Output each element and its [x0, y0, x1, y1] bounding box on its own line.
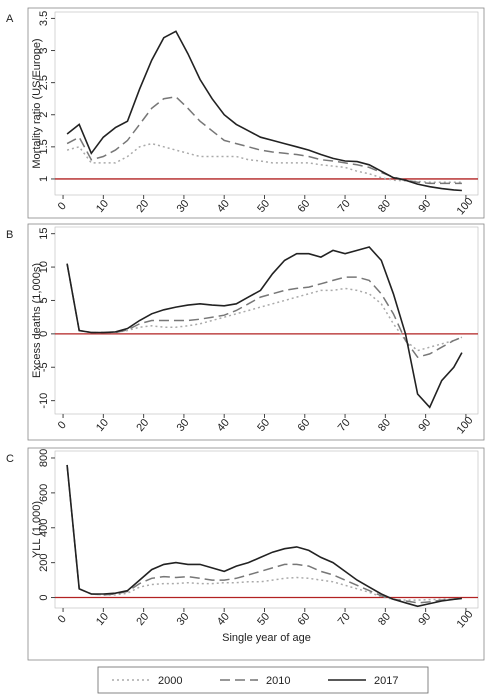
x-tick-label: 50: [255, 417, 272, 434]
y-tick-label: 600: [38, 484, 50, 502]
series-line: [66, 464, 462, 604]
series-line: [66, 246, 463, 409]
x-tick-label: 10: [94, 198, 111, 215]
x-tick-label: 10: [94, 417, 111, 434]
x-tick-label: 30: [175, 611, 192, 628]
x-tick-label: 70: [336, 611, 353, 628]
panel-label: C: [6, 453, 14, 465]
y-tick-label: 200: [38, 553, 50, 571]
x-tick-label: 60: [295, 611, 312, 628]
legend-label: 2017: [374, 675, 398, 687]
y-axis-title: YLL (1,000): [31, 501, 43, 558]
series-line: [66, 142, 462, 183]
y-tick-label: 2: [38, 112, 50, 118]
x-tick-label: 20: [134, 198, 151, 215]
x-tick-label: 50: [255, 198, 272, 215]
series-line: [66, 263, 463, 359]
legend-label: 2000: [158, 675, 182, 687]
x-tick-label: 100: [455, 414, 476, 436]
series-line: [66, 464, 462, 601]
series-line: [66, 30, 462, 192]
y-tick-label: 15: [38, 228, 50, 240]
panel-label: B: [6, 229, 13, 241]
y-tick-label: 5: [38, 297, 50, 303]
y-tick-label: -10: [38, 393, 50, 409]
y-tick-label: 10: [38, 261, 50, 273]
x-tick-label: 100: [455, 608, 476, 630]
x-tick-label: 10: [94, 611, 111, 628]
y-tick-label: 0: [38, 331, 50, 337]
x-tick-label: 80: [376, 611, 393, 628]
x-tick-label: 80: [376, 198, 393, 215]
x-tick-label: 100: [455, 195, 476, 217]
x-tick-label: 40: [215, 198, 232, 215]
y-tick-label: 3.5: [38, 11, 50, 26]
x-tick-label: 70: [336, 417, 353, 434]
panel-frame: [27, 447, 485, 661]
x-tick-label: 80: [376, 417, 393, 434]
y-tick-label: 3: [38, 47, 50, 53]
y-tick-label: 1.5: [38, 139, 50, 154]
legend-box: [97, 666, 429, 694]
y-tick-label: 800: [38, 449, 50, 467]
x-tick-label: 90: [416, 611, 433, 628]
x-tick-label: 40: [215, 611, 232, 628]
x-axis-title: Single year of age: [222, 632, 311, 644]
plot-frame: [54, 450, 479, 609]
legend-label: 2010: [266, 675, 290, 687]
x-tick-label: 60: [295, 198, 312, 215]
x-tick-label: 0: [56, 200, 69, 212]
x-tick-label: 0: [56, 419, 69, 431]
plot-frame: [54, 11, 479, 196]
y-axis-title: Excess deaths (1,000s): [31, 263, 43, 378]
x-tick-label: 0: [56, 613, 69, 625]
x-tick-label: 40: [215, 417, 232, 434]
panel-frame: [27, 7, 485, 219]
plot-frame: [54, 226, 479, 415]
series-line: [66, 263, 463, 352]
series-line: [66, 464, 462, 608]
x-tick-label: 30: [175, 198, 192, 215]
y-tick-label: 2.5: [38, 75, 50, 90]
series-line: [66, 96, 462, 185]
panel-frame: [27, 223, 485, 441]
x-tick-label: 60: [295, 417, 312, 434]
y-tick-label: 400: [38, 519, 50, 537]
x-tick-label: 70: [336, 198, 353, 215]
x-tick-label: 50: [255, 611, 272, 628]
y-tick-label: 0: [38, 594, 50, 600]
x-tick-label: 20: [134, 417, 151, 434]
y-tick-label: -5: [38, 362, 50, 372]
x-tick-label: 20: [134, 611, 151, 628]
panel-label: A: [6, 13, 14, 25]
x-tick-label: 30: [175, 417, 192, 434]
y-axis-title: Mortality ratio (US/Europe): [31, 38, 43, 168]
x-tick-label: 90: [416, 198, 433, 215]
y-tick-label: 1: [38, 176, 50, 182]
x-tick-label: 90: [416, 417, 433, 434]
